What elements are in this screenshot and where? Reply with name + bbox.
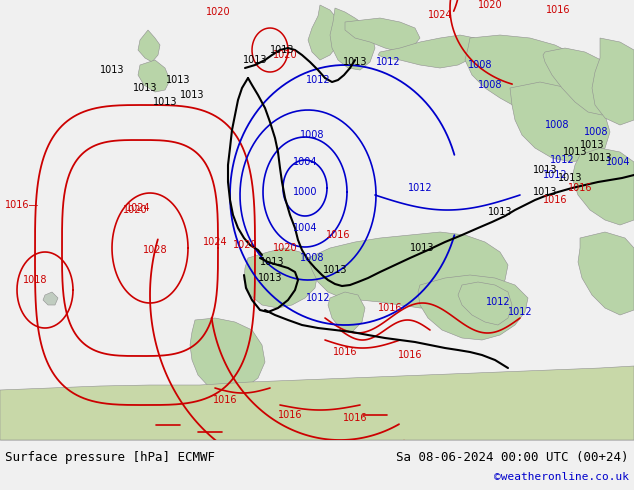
Text: 1013: 1013	[488, 207, 512, 217]
Text: 1013: 1013	[323, 265, 347, 275]
Text: 1008: 1008	[584, 127, 608, 137]
Text: 1020: 1020	[273, 50, 297, 60]
Polygon shape	[510, 82, 610, 162]
Text: 1020: 1020	[233, 240, 257, 250]
Polygon shape	[458, 282, 512, 325]
Text: 1008: 1008	[300, 130, 324, 140]
Text: 1016: 1016	[213, 395, 237, 405]
Text: 1012: 1012	[543, 170, 567, 180]
Text: 1012: 1012	[550, 155, 574, 165]
Text: 1013: 1013	[165, 75, 190, 85]
Text: 1028: 1028	[143, 245, 167, 255]
Text: 1016—: 1016—	[5, 200, 39, 210]
Text: 1016: 1016	[568, 183, 592, 193]
Polygon shape	[465, 35, 595, 118]
Polygon shape	[572, 148, 634, 225]
Text: 1013: 1013	[243, 55, 268, 65]
Text: 1013: 1013	[258, 273, 282, 283]
Text: 1008: 1008	[478, 80, 502, 90]
Text: 1013: 1013	[133, 83, 157, 93]
Text: Sa 08-06-2024 00:00 UTC (00+24): Sa 08-06-2024 00:00 UTC (00+24)	[396, 450, 629, 464]
Polygon shape	[328, 292, 365, 332]
Text: 1012: 1012	[306, 75, 330, 85]
Text: 1013: 1013	[153, 97, 178, 107]
Text: 1013: 1013	[533, 165, 557, 175]
Text: 1020: 1020	[273, 243, 297, 253]
Text: 1013: 1013	[579, 140, 604, 150]
Text: ©weatheronline.co.uk: ©weatheronline.co.uk	[494, 472, 629, 482]
Text: 1024: 1024	[126, 203, 150, 213]
Text: 1020: 1020	[205, 7, 230, 17]
Polygon shape	[378, 35, 480, 68]
Polygon shape	[592, 38, 634, 125]
Text: 1020: 1020	[123, 205, 147, 215]
Text: 1024: 1024	[428, 10, 452, 20]
Polygon shape	[308, 5, 342, 60]
Polygon shape	[345, 18, 420, 52]
Text: 1016: 1016	[378, 303, 402, 313]
Polygon shape	[190, 318, 265, 392]
Text: 1008: 1008	[545, 120, 569, 130]
Text: 1018: 1018	[23, 275, 48, 285]
Text: 1020: 1020	[477, 0, 502, 10]
Text: Surface pressure [hPa] ECMWF: Surface pressure [hPa] ECMWF	[5, 450, 215, 464]
Text: 1013: 1013	[260, 257, 284, 267]
Text: 1012: 1012	[306, 293, 330, 303]
Text: 1012: 1012	[376, 57, 400, 67]
Text: 1008: 1008	[300, 253, 324, 263]
Text: 1004: 1004	[605, 157, 630, 167]
Polygon shape	[330, 8, 375, 70]
Text: 1016: 1016	[398, 350, 422, 360]
Text: 1016: 1016	[278, 410, 302, 420]
Text: 1000: 1000	[293, 187, 317, 197]
Text: 1013: 1013	[563, 147, 587, 157]
Text: 1016: 1016	[326, 230, 350, 240]
Text: 1016: 1016	[333, 347, 357, 357]
Text: 1008: 1008	[468, 60, 492, 70]
Text: 1013: 1013	[558, 173, 582, 183]
Text: 1012: 1012	[486, 297, 510, 307]
Polygon shape	[418, 275, 528, 340]
Text: 1013: 1013	[100, 65, 124, 75]
Polygon shape	[138, 30, 160, 62]
Text: 1016: 1016	[546, 5, 570, 15]
Text: 1013: 1013	[269, 45, 294, 55]
Text: 1012: 1012	[408, 183, 432, 193]
Polygon shape	[0, 366, 634, 440]
Polygon shape	[578, 232, 634, 315]
Text: 1012: 1012	[508, 307, 533, 317]
Text: 1013: 1013	[410, 243, 434, 253]
Polygon shape	[138, 60, 170, 92]
Text: 1013: 1013	[588, 153, 612, 163]
Polygon shape	[244, 248, 318, 308]
Text: 1013: 1013	[533, 187, 557, 197]
Polygon shape	[543, 48, 622, 115]
Polygon shape	[43, 292, 58, 305]
Text: 1013: 1013	[343, 57, 367, 67]
Text: 1004: 1004	[293, 157, 317, 167]
Polygon shape	[308, 232, 508, 308]
Text: 1013: 1013	[180, 90, 204, 100]
Text: 1004: 1004	[293, 223, 317, 233]
Text: 1016: 1016	[543, 195, 567, 205]
Text: 1016: 1016	[343, 413, 367, 423]
Text: 1024: 1024	[203, 237, 228, 247]
